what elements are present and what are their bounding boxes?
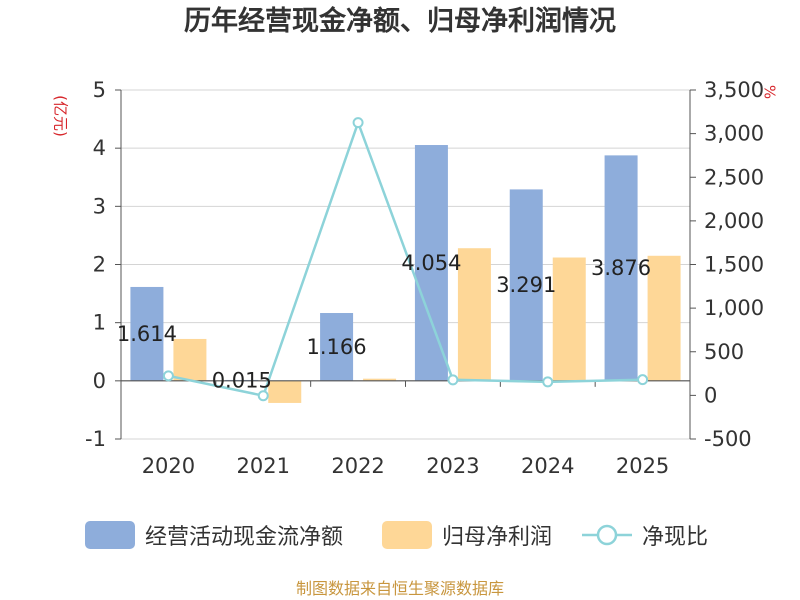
bar-series1-2025 [647,255,681,381]
bar-series1-2020 [173,338,207,381]
left-axis-unit: (亿元) [52,95,70,137]
bar-series0-2024 [509,189,543,381]
legend-label-cash-flow: 经营活动现金流净额 [145,525,344,550]
left-axis-tick-label-3: 3 [93,194,106,218]
right-axis-tick-label--500: -500 [704,427,752,451]
line-series2 [168,121,643,397]
legend-item-cash-flow: 经营活动现金流净额 [85,518,343,552]
bar-series1-2021 [268,380,302,403]
left-axis-tick-label-0: 0 [93,369,106,393]
right-axis-tick-label-1500: 1,500 [704,253,764,277]
legend-item-net-profit: 归母净利润 [382,518,552,552]
left-axis-tick-label-5: 5 [93,78,106,102]
point-series2-2022 [352,117,364,129]
point-series2-2021 [257,390,269,402]
right-axis-tick-label-1000: 1,000 [704,296,764,320]
data-label-series0-2020: 1.614 [117,322,177,346]
bar-series0-2022 [320,313,354,381]
x-axis-label-2020: 2020 [142,454,195,478]
source-footer: 制图数据来自恒生聚源数据库 [295,579,504,598]
right-axis-tick-label-3000: 3,000 [704,122,764,146]
chart-title: 历年经营现金净额、归母净利润情况 [184,6,616,37]
legend-label-net-cash-ratio: 净现比 [642,525,709,550]
data-label-series0-2022: 1.166 [307,335,367,359]
data-label-series0-2021: 0.015 [212,368,272,392]
bar-series0-2020 [130,286,164,381]
right-axis-tick-label-2500: 2,500 [704,165,764,189]
left-axis-tick-label-2: 2 [93,253,106,277]
legend-swatch-net-profit [382,521,432,549]
x-axis-label-2025: 2025 [616,454,669,478]
x-axis-label-2022: 2022 [331,454,384,478]
right-axis-tick-label-500: 500 [704,340,744,364]
bar-series0-2023 [414,145,448,381]
point-series2-2023 [447,374,459,386]
bar-series1-2023 [457,248,491,381]
point-series2-2025 [637,374,649,386]
x-axis-label-2023: 2023 [426,454,479,478]
x-axis-label-2024: 2024 [521,454,574,478]
point-series2-2020 [162,370,174,382]
left-axis-tick-label-1: 1 [93,311,106,335]
legend: 经营活动现金流净额 归母净利润 净现比 [0,518,800,552]
legend-label-net-profit: 归母净利润 [442,525,553,550]
right-axis-unit: % [761,85,779,99]
data-label-series0-2023: 4.054 [401,251,461,275]
legend-swatch-cash-flow [85,521,135,549]
chart-plot: -1 0 1 2 3 4 5 -500 0 500 1,000 1,500 2,000 2,500 3,00… [52,78,779,478]
right-axis-tick-label-0: 0 [704,383,717,407]
bar-series1-2022 [363,378,397,381]
legend-circle-icon [596,524,618,546]
bar-series0-2025 [604,155,638,381]
point-series2-2024 [542,376,554,388]
right-axis-tick-label-3500: 3,500 [704,78,764,102]
legend-swatch-net-cash-ratio [582,524,632,546]
data-label-series0-2024: 3.291 [496,273,556,297]
legend-item-net-cash-ratio: 净现比 [582,518,708,552]
bar-series1-2024 [552,257,586,381]
data-label-series0-2025: 3.876 [591,256,651,280]
left-axis-tick-label-4: 4 [93,136,106,160]
x-axis-label-2021: 2021 [237,454,290,478]
right-axis-tick-label-2000: 2,000 [704,209,764,233]
left-axis-tick-label--1: -1 [85,427,106,451]
